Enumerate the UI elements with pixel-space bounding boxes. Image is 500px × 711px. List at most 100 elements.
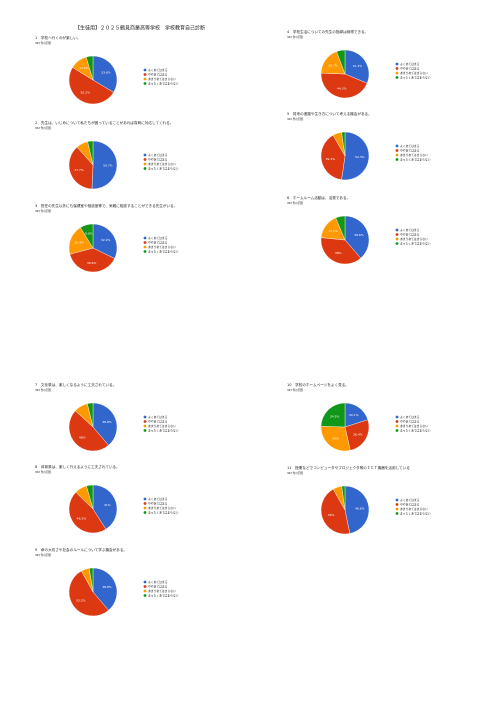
- slice-label: 46.8%: [355, 507, 365, 511]
- legend-swatch: [143, 585, 147, 588]
- legend-swatch: [143, 502, 147, 505]
- pie-slice: [69, 247, 115, 273]
- pie-slice: [68, 146, 94, 190]
- legend-swatch: [395, 512, 399, 515]
- legend-swatch: [395, 415, 399, 419]
- chart-title: 7 文化祭は、楽しくなるように工夫されている。: [35, 382, 116, 387]
- slice-label: 20.4%: [74, 241, 84, 245]
- legend-swatch: [143, 580, 147, 584]
- pie-slice: [341, 131, 370, 181]
- legend-label: まったくあてはまらない: [148, 594, 179, 598]
- pie-slice: [80, 223, 94, 249]
- slice-label: 46.3%: [77, 516, 87, 520]
- legend-label: まったくあてはまらない: [148, 429, 179, 433]
- legend-label: まったくあてはまらない: [148, 82, 179, 86]
- legend-label: ややあてはまる: [400, 420, 420, 424]
- slice-label: 38.8%: [102, 420, 112, 424]
- pie-slice: [344, 215, 370, 259]
- slice-label: 50.7%: [103, 163, 113, 167]
- chart-subtitle: 363 件の回答: [35, 126, 52, 130]
- legend-swatch: [143, 506, 147, 510]
- legend-label: あまりあてはまらない: [148, 589, 176, 593]
- slice-label: 11.6%: [79, 66, 89, 70]
- pie-slice: [86, 484, 94, 510]
- slice-label: 48%: [79, 435, 86, 439]
- pie-slice: [92, 402, 118, 446]
- slice-label: 32.2%: [101, 238, 111, 242]
- legend-swatch: [395, 424, 399, 428]
- slice-label: 24.5%: [330, 414, 340, 418]
- pie-slice: [320, 72, 368, 99]
- legend-swatch: [143, 68, 147, 72]
- legend-swatch: [395, 149, 399, 152]
- slice-label: 39.4%: [326, 157, 336, 161]
- pie-slice: [341, 485, 346, 511]
- pie-slice: [335, 215, 346, 241]
- slice-label: 45%: [328, 513, 335, 517]
- slice-label: 53.2%: [76, 598, 86, 602]
- chart-subtitle: 363 件の回答: [35, 41, 52, 45]
- pie-slice: [68, 67, 114, 105]
- legend-label: あまりあてはまらない: [148, 77, 176, 81]
- slice-label: 20.1%: [349, 413, 359, 417]
- legend-label: よくあてはまる: [400, 62, 420, 66]
- legend-label: あまりあてはまらない: [400, 237, 428, 241]
- legend-swatch: [395, 233, 399, 236]
- chart-title: 6 ホームルーム活動は、活発である。: [287, 195, 350, 200]
- chart-title: 8 体育祭は、楽しく行えるように工夫されている。: [35, 464, 120, 469]
- pie-slice: [344, 419, 370, 451]
- legend-label: あまりあてはまらない: [148, 162, 176, 166]
- legend-label: まったくあてはまらない: [148, 167, 179, 171]
- legend-label: ややあてはまる: [148, 241, 168, 245]
- legend-swatch: [143, 167, 147, 170]
- legend-label: よくあてはまる: [148, 497, 168, 501]
- chart-title: 3 担任の先生以外にも保健室や相談室等で、気軽に相談することができる先生がいる。: [35, 203, 177, 208]
- legend-swatch: [395, 228, 399, 232]
- slice-label: 38.8%: [102, 585, 112, 589]
- legend-swatch: [143, 589, 147, 593]
- legend-label: あまりあてはまらない: [148, 245, 176, 249]
- slice-label: 8.8%: [85, 232, 93, 236]
- legend-label: ややあてはまる: [400, 67, 420, 71]
- chart-subtitle: 363 件の回答: [287, 471, 304, 475]
- slice-label: 38.6%: [354, 233, 364, 237]
- chart-title: 5 将来の進路や生き方について考える機会がある。: [287, 111, 372, 116]
- legend-label: ややあてはまる: [400, 503, 420, 507]
- pie-slice: [91, 140, 118, 190]
- slice-label: 38%: [335, 251, 342, 255]
- legend-swatch: [395, 498, 399, 502]
- pie-slice: [68, 491, 107, 534]
- page-title: 【生徒用】２０２５鶴見商業高等学校 学校教育自己診断: [75, 25, 205, 32]
- pie-slice: [68, 410, 109, 452]
- slice-label: 50.2%: [80, 91, 90, 95]
- legend-swatch: [395, 153, 399, 157]
- pie-slice: [92, 567, 118, 611]
- legend-label: ややあてはまる: [148, 73, 168, 77]
- legend-swatch: [143, 511, 147, 514]
- legend-swatch: [395, 62, 399, 66]
- legend-label: ややあてはまる: [148, 502, 168, 506]
- legend-label: まったくあてはまらない: [400, 429, 431, 433]
- legend-label: よくあてはまる: [148, 580, 168, 584]
- legend-label: あまりあてはまらない: [400, 507, 428, 511]
- legend-swatch: [395, 237, 399, 241]
- legend-swatch: [143, 424, 147, 428]
- pie-slice: [320, 426, 351, 452]
- slice-label: 52.3%: [355, 155, 365, 159]
- legend-label: よくあてはまる: [148, 415, 168, 419]
- legend-label: ややあてはまる: [148, 158, 168, 162]
- legend-swatch: [143, 82, 147, 85]
- legend-swatch: [395, 429, 399, 432]
- legend-swatch: [395, 71, 399, 75]
- pie-slice: [85, 55, 94, 81]
- legend-swatch: [395, 507, 399, 511]
- legend-label: あまりあてはまらない: [400, 71, 428, 75]
- chart-subtitle: 363 件の回答: [287, 201, 304, 205]
- legend-swatch: [143, 236, 147, 240]
- chart-title: 11 授業などでコンピュータやプロジェクタ等のＩＣＴ機器を活用している: [287, 465, 410, 470]
- pie-slice: [87, 140, 94, 166]
- pie-slice: [320, 237, 362, 265]
- legend-swatch: [143, 158, 147, 161]
- legend-label: よくあてはまる: [148, 68, 168, 72]
- pie-slice: [320, 488, 351, 535]
